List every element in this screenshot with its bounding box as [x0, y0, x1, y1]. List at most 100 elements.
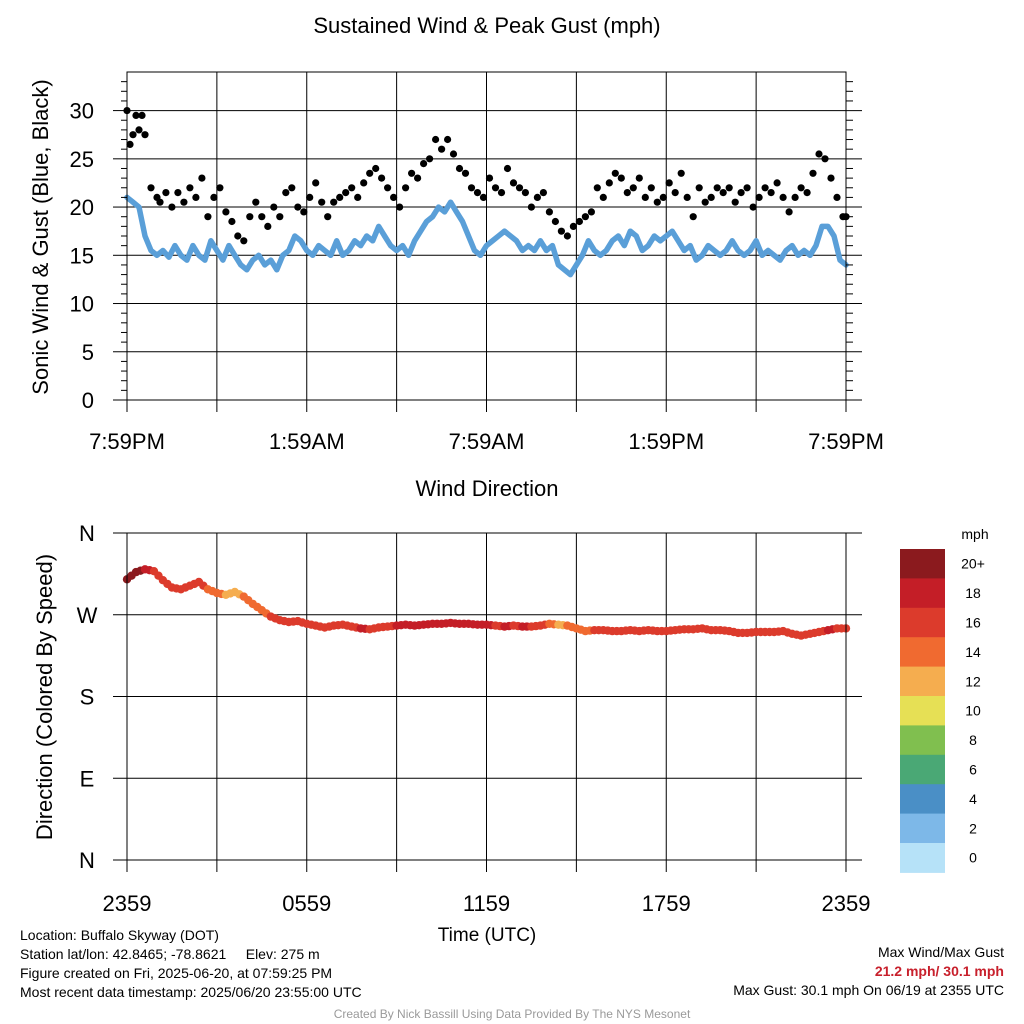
gust-point: [282, 189, 290, 197]
gust-point: [827, 174, 835, 182]
gust-point: [288, 184, 296, 192]
gust-point: [318, 198, 326, 206]
x-tick-label: 1159: [463, 891, 510, 916]
gust-point: [689, 213, 697, 221]
gust-point: [360, 179, 368, 187]
gust-point: [761, 184, 769, 192]
x-tick-label: 7:59PM: [89, 429, 165, 454]
gust-point: [198, 174, 206, 182]
gust-point: [180, 198, 188, 206]
gust-point: [210, 193, 218, 201]
gust-point: [713, 184, 721, 192]
recent-text: Most recent data timestamp: 2025/06/20 2…: [20, 984, 362, 1000]
gust-point: [521, 189, 530, 197]
latlon-text: Station lat/lon: 42.8465; -78.8621: [20, 946, 227, 962]
x-tick-label: 2359: [103, 891, 152, 916]
gust-point: [617, 174, 625, 182]
gust-point: [809, 169, 817, 177]
gust-point: [479, 193, 488, 201]
y-tick-labels: N E S W N: [77, 521, 98, 873]
gust-point: [156, 198, 164, 206]
latlon-elev-line: Station lat/lon: 42.8465; -78.8621 Elev:…: [20, 945, 362, 964]
gust-point: [141, 131, 149, 139]
x-tick-labels: 2359 0559 1159 1759 2359: [103, 891, 871, 916]
gust-point: [330, 198, 338, 206]
max-info: Max Wind/Max Gust 21.2 mph/ 30.1 mph Max…: [733, 943, 1004, 1000]
colorbar-swatch: [900, 784, 945, 815]
gust-point: [593, 184, 601, 192]
station-info: Location: Buffalo Skyway (DOT) Station l…: [20, 926, 362, 1002]
y-tick-label: 25: [70, 147, 94, 172]
gust-point: [677, 169, 685, 177]
gust-point: [444, 135, 452, 144]
gust-point: [384, 184, 392, 192]
y-tick-label: 10: [70, 292, 94, 317]
gust-point: [695, 184, 703, 192]
gust-point: [372, 164, 380, 173]
gust-point: [300, 208, 308, 216]
gust-point: [147, 184, 155, 192]
colorbar-label: 6: [969, 762, 977, 778]
gust-point: [336, 193, 344, 201]
elev-text: Elev: 275 m: [245, 946, 320, 962]
gust-point: [815, 150, 823, 158]
peak-gust-series: [123, 107, 850, 245]
gust-point: [264, 222, 272, 230]
gust-point: [426, 155, 434, 163]
gust-point: [545, 208, 554, 216]
gust-point: [605, 179, 613, 187]
gust-point: [432, 135, 440, 144]
x-axis-label: Time (UTC): [438, 925, 537, 946]
gust-point: [539, 189, 548, 197]
gust-point: [767, 189, 775, 197]
colorbar-swatch: [900, 637, 945, 668]
gust-point: [731, 198, 739, 206]
gust-point: [683, 193, 691, 201]
gust-point: [581, 213, 590, 221]
gust-point: [659, 193, 667, 201]
gust-point: [354, 193, 362, 201]
chart-title: Wind Direction: [415, 476, 558, 501]
colorbar-swatch: [900, 578, 945, 609]
gust-point: [791, 193, 799, 201]
colorbar-label: 12: [965, 673, 981, 689]
gust-point: [228, 217, 236, 226]
y-tick-label: N: [79, 521, 95, 546]
gust-point: [461, 169, 470, 177]
gust-point: [701, 198, 709, 206]
gust-point: [192, 193, 200, 201]
gust-point: [833, 193, 841, 201]
gust-point: [186, 184, 194, 192]
y-tick-label: S: [80, 685, 95, 710]
x-tick-label: 1759: [642, 891, 691, 916]
x-tick-label: 1:59AM: [269, 429, 345, 454]
gust-point: [402, 184, 410, 192]
gust-point: [378, 174, 386, 182]
gust-point: [216, 184, 224, 192]
colorbar-label: 20+: [961, 556, 985, 572]
gust-point: [258, 213, 266, 221]
max-label: Max Wind/Max Gust: [877, 944, 1004, 960]
gust-point: [252, 198, 260, 206]
max-gust-time: Max Gust: 30.1 mph On 06/19 at 2355 UTC: [733, 982, 1004, 998]
gust-point: [503, 164, 512, 173]
axes: [126, 532, 847, 872]
gust-point: [129, 131, 137, 139]
axes: [113, 71, 853, 412]
colorbar-swatch: [900, 754, 945, 785]
credit-text: Created By Nick Bassill Using Data Provi…: [333, 1007, 691, 1021]
y-tick-label: 5: [82, 340, 94, 365]
gust-point: [204, 213, 212, 221]
gust-point: [449, 150, 458, 158]
gust-point: [342, 189, 350, 197]
x-tick-label: 0559: [282, 891, 331, 916]
gust-point: [635, 174, 643, 182]
gust-point: [324, 213, 332, 221]
gust-point: [797, 184, 805, 192]
gust-point: [779, 193, 787, 201]
gust-point: [557, 227, 566, 235]
gust-point: [821, 155, 829, 163]
colorbar-label: 2: [969, 820, 977, 836]
